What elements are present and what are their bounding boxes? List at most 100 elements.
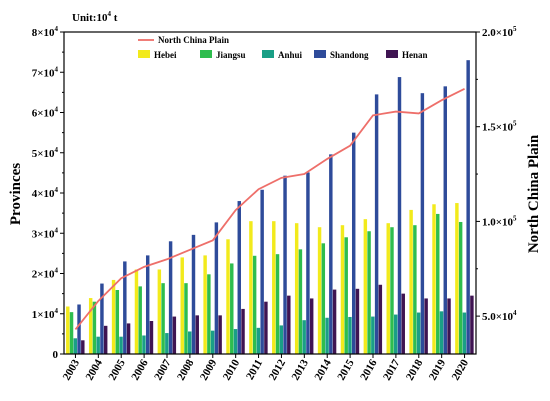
bar-hebei-2004 (88, 298, 93, 354)
bar-hebei-2009 (203, 255, 207, 354)
bar-jiangsu-2003 (69, 312, 74, 354)
y-left-tick-label: 8×104 (32, 25, 59, 39)
legend-swatch-jiangsu (200, 50, 212, 58)
bar-henan-2013 (309, 298, 314, 354)
bar-shandong-2018 (420, 93, 425, 355)
bar-anhui-2008 (188, 331, 192, 354)
bar-jiangsu-2014 (321, 243, 326, 354)
bar-jiangsu-2004 (92, 301, 97, 354)
x-tick-label-2010: 2010 (221, 357, 243, 382)
x-tick-label-2009: 2009 (198, 357, 220, 382)
bar-hebei-2019 (432, 204, 436, 354)
bar-hebei-2005 (111, 279, 116, 354)
bar-henan-2008 (195, 315, 199, 354)
bar-henan-2010 (241, 308, 245, 354)
legend-swatch-anhui (262, 50, 274, 58)
legend-swatch-shandong (314, 50, 326, 58)
y-right-tick-label: 1.5×105 (482, 120, 517, 134)
y-right-tick-label: 1.0×105 (482, 214, 517, 228)
bar-hebei-2020 (455, 203, 459, 354)
bar-anhui-2003 (73, 338, 78, 354)
bar-shandong-2006 (145, 255, 150, 354)
unit-label: Unit:104 t (72, 10, 118, 24)
bar-shandong-2016 (374, 94, 379, 354)
y-left-tick-label: 4×104 (32, 186, 59, 200)
x-tick-label-2012: 2012 (267, 357, 289, 382)
bar-hebei-2017 (386, 223, 390, 354)
legend-label-henan: Henan (402, 50, 428, 60)
bar-henan-2005 (126, 323, 131, 354)
bar-hebei-2010 (226, 239, 230, 354)
bar-henan-2020 (470, 295, 474, 354)
bar-shandong-2014 (329, 154, 333, 354)
bar-shandong-2012 (283, 175, 287, 354)
bar-jiangsu-2007 (161, 283, 165, 354)
legend-swatch-hebei (138, 50, 150, 58)
y-left-tick-label: 5×104 (32, 146, 59, 160)
bar-anhui-2010 (233, 329, 238, 354)
total-line (74, 88, 465, 330)
bar-anhui-2011 (256, 327, 261, 354)
bar-hebei-2007 (157, 269, 162, 354)
bar-anhui-2006 (142, 335, 146, 354)
bar-jiangsu-2006 (138, 286, 142, 354)
bar-shandong-2009 (214, 222, 219, 354)
x-tick-label-2013: 2013 (290, 357, 312, 382)
bar-hebei-2006 (134, 269, 139, 354)
bar-hebei-2003 (66, 306, 70, 354)
bar-jiangsu-2020 (458, 221, 463, 354)
bar-shandong-2011 (260, 189, 264, 354)
bar-shandong-2005 (123, 261, 127, 354)
x-tick-label-2004: 2004 (84, 357, 106, 382)
bar-anhui-2020 (462, 312, 467, 354)
x-tick-label-2020: 2020 (450, 357, 472, 382)
bar-hebei-2016 (363, 219, 368, 354)
bar-anhui-2005 (119, 336, 123, 354)
legend-label-shandong: Shandong (330, 50, 369, 60)
y-left-tick-label: 2×104 (32, 267, 59, 281)
y-right-tick-label: 2.0×105 (482, 25, 517, 39)
north-china-plain-line (74, 88, 465, 330)
bar-anhui-2015 (348, 316, 352, 354)
bar-henan-2017 (401, 293, 405, 355)
bar-jiangsu-2017 (390, 227, 394, 354)
y-left-tick-label: 1×104 (32, 307, 59, 321)
bar-hebei-2008 (180, 257, 184, 354)
y-left-tick-label: 6×104 (32, 106, 59, 120)
bar-hebei-2011 (249, 221, 253, 354)
bar-shandong-2019 (443, 86, 447, 354)
bar-jiangsu-2009 (207, 274, 211, 354)
x-tick-label-2007: 2007 (152, 357, 174, 382)
bar-shandong-2020 (466, 60, 470, 355)
bar-anhui-2013 (302, 320, 306, 354)
bar-henan-2016 (378, 284, 383, 354)
bar-henan-2007 (172, 316, 177, 354)
y-left-tick-label: 0 (53, 349, 59, 361)
bar-anhui-2007 (165, 333, 169, 354)
legend: North China Plain Hebei Jiangsu Anhui Shando… (138, 35, 428, 60)
bar-anhui-2019 (439, 311, 444, 354)
x-tick-label-2017: 2017 (381, 357, 403, 382)
bar-shandong-2015 (351, 132, 356, 355)
x-tick-label-2015: 2015 (335, 357, 357, 382)
bar-anhui-2018 (416, 312, 421, 354)
bar-henan-2012 (287, 295, 291, 354)
y-axis-label-right: North China Plain (526, 134, 542, 253)
bar-anhui-2012 (279, 325, 284, 354)
bar-hebei-2018 (409, 209, 413, 354)
bar-shandong-2003 (77, 304, 81, 354)
bar-shandong-2008 (191, 234, 196, 354)
bar-henan-2018 (424, 298, 428, 354)
bar-shandong-2010 (237, 201, 241, 354)
bar-anhui-2004 (96, 336, 100, 354)
bar-shandong-2004 (100, 283, 104, 354)
x-tick-label-2005: 2005 (106, 357, 128, 382)
bar-henan-2019 (447, 298, 451, 354)
bar-shandong-2013 (306, 172, 310, 354)
y-right-tick-label: 5.0×104 (482, 309, 517, 323)
bar-henan-2006 (149, 321, 154, 354)
y-left-tick-label: 3×104 (32, 226, 59, 240)
bar-hebei-2012 (272, 221, 276, 354)
bar-jiangsu-2005 (115, 290, 120, 354)
